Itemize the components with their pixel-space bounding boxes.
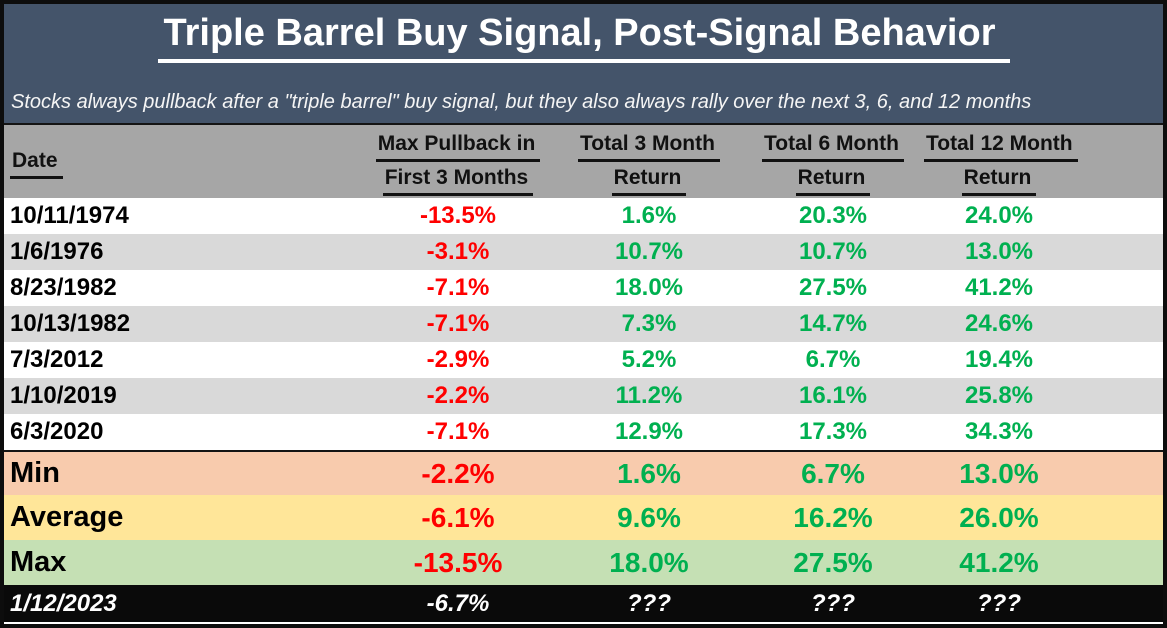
return-12m-cell: 41.2%	[964, 274, 1034, 301]
return-6m-cell: 20.3%	[798, 202, 868, 229]
col-header-6m-line2: Return	[795, 162, 871, 196]
return-12m-cell: ???	[977, 589, 1021, 617]
return-12m-cell: 26.0%	[959, 501, 1039, 533]
return-3m-cell: 12.9%	[614, 418, 684, 445]
pullback-cell: -2.9%	[426, 346, 490, 373]
col-header-pullback: Max Pullback in First 3 Months	[360, 128, 556, 196]
pullback-cell: -6.7%	[426, 589, 490, 617]
return-3m-cell: 1.6%	[617, 457, 681, 489]
summary-row-min: Min -2.2% 1.6% 6.7% 13.0%	[4, 450, 1163, 495]
summary-label: Average	[10, 501, 124, 533]
return-6m-cell: 16.1%	[798, 382, 868, 409]
pullback-cell: -13.5%	[419, 202, 497, 229]
table-row: 1/10/2019 -2.2% 11.2% 16.1% 25.8%	[4, 378, 1163, 414]
table-row: 10/13/1982 -7.1% 7.3% 14.7% 24.6%	[4, 306, 1163, 342]
return-12m-cell: 34.3%	[964, 418, 1034, 445]
col-header-pullback-line1: Max Pullback in	[375, 128, 541, 162]
date-cell: 10/13/1982	[10, 310, 131, 337]
pullback-cell: -7.1%	[426, 418, 490, 445]
col-header-3m: Total 3 Month Return	[556, 128, 742, 196]
date-cell: 8/23/1982	[10, 274, 117, 301]
table-row: 10/11/1974 -13.5% 1.6% 20.3% 24.0%	[4, 198, 1163, 234]
table-row: 6/3/2020 -7.1% 12.9% 17.3% 34.3%	[4, 414, 1163, 450]
return-12m-cell: 25.8%	[964, 382, 1034, 409]
return-3m-cell: 9.6%	[617, 501, 681, 533]
return-3m-cell: 1.6%	[621, 202, 677, 229]
title-line: Triple Barrel Buy Signal, Post-Signal Be…	[4, 10, 1163, 63]
return-12m-cell: 24.0%	[964, 202, 1034, 229]
date-cell: 1/6/1976	[10, 238, 104, 265]
col-header-3m-line1: Total 3 Month	[578, 128, 720, 162]
current-signal-row: 1/12/2023 -6.7% ??? ??? ???	[4, 585, 1163, 622]
pullback-cell: -3.1%	[426, 238, 490, 265]
date-cell: 7/3/2012	[10, 346, 104, 373]
return-3m-cell: 7.3%	[621, 310, 677, 337]
return-6m-cell: 27.5%	[793, 546, 873, 578]
header-banner: Triple Barrel Buy Signal, Post-Signal Be…	[4, 4, 1163, 125]
col-header-6m-line1: Total 6 Month	[762, 128, 904, 162]
pullback-cell: -7.1%	[426, 274, 490, 301]
return-6m-cell: 6.7%	[805, 346, 861, 373]
subtitle: Stocks always pullback after a "triple b…	[11, 91, 1032, 113]
date-cell: 1/10/2019	[10, 382, 117, 409]
return-3m-cell: 11.2%	[615, 382, 683, 409]
return-3m-cell: ???	[627, 589, 671, 617]
return-12m-cell: 24.6%	[964, 310, 1034, 337]
col-header-date-label: Date	[10, 145, 63, 179]
return-12m-cell: 19.4%	[964, 346, 1034, 373]
return-3m-cell: 18.0%	[609, 546, 689, 578]
date-cell: 6/3/2020	[10, 418, 104, 445]
col-header-pullback-line2: First 3 Months	[382, 162, 534, 196]
col-header-3m-line2: Return	[611, 162, 687, 196]
col-header-date: Date	[4, 145, 360, 179]
table-row: 8/23/1982 -7.1% 18.0% 27.5% 41.2%	[4, 270, 1163, 306]
return-12m-cell: 13.0%	[959, 457, 1039, 489]
summary-row-average: Average -6.1% 9.6% 16.2% 26.0%	[4, 495, 1163, 540]
return-6m-cell: 14.7%	[798, 310, 868, 337]
table-row: 7/3/2012 -2.9% 5.2% 6.7% 19.4%	[4, 342, 1163, 378]
return-6m-cell: ???	[811, 589, 855, 617]
return-12m-cell: 13.0%	[964, 238, 1034, 265]
return-3m-cell: 5.2%	[621, 346, 677, 373]
date-cell: 10/11/1974	[10, 202, 129, 229]
col-header-12m-line1: Total 12 Month	[924, 128, 1078, 162]
summary-label: Max	[10, 546, 67, 578]
return-6m-cell: 27.5%	[798, 274, 868, 301]
summary-label: Min	[10, 457, 60, 489]
return-6m-cell: 16.2%	[793, 501, 873, 533]
summary-row-max: Max -13.5% 18.0% 27.5% 41.2%	[4, 540, 1163, 585]
date-cell: 1/12/2023	[10, 589, 117, 617]
page-title: Triple Barrel Buy Signal, Post-Signal Be…	[157, 10, 1010, 63]
pullback-cell: -13.5%	[413, 546, 503, 578]
col-header-12m: Total 12 Month Return	[924, 128, 1078, 196]
col-header-12m-line2: Return	[961, 162, 1037, 196]
table-header-row: Date Max Pullback in First 3 Months Total…	[4, 125, 1163, 198]
pullback-cell: -2.2%	[426, 382, 490, 409]
return-12m-cell: 41.2%	[959, 546, 1039, 578]
pullback-cell: -7.1%	[426, 310, 490, 337]
return-6m-cell: 10.7%	[798, 238, 868, 265]
table-row: 1/6/1976 -3.1% 10.7% 10.7% 13.0%	[4, 234, 1163, 270]
col-header-6m: Total 6 Month Return	[742, 128, 924, 196]
return-6m-cell: 6.7%	[801, 457, 865, 489]
return-6m-cell: 17.3%	[798, 418, 868, 445]
pullback-cell: -2.2%	[421, 457, 495, 489]
return-3m-cell: 10.7%	[614, 238, 684, 265]
pullback-cell: -6.1%	[421, 501, 495, 533]
return-3m-cell: 18.0%	[614, 274, 684, 301]
